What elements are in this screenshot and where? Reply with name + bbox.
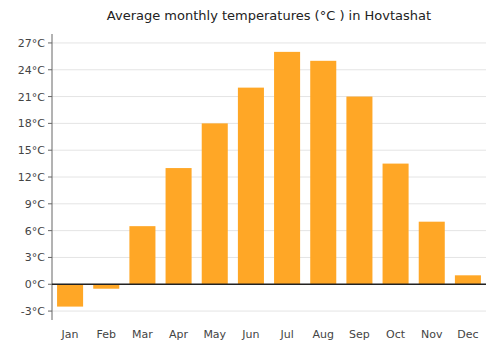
tick-mark (48, 284, 52, 285)
grid-line (52, 177, 486, 178)
tick-label: 24°C (18, 64, 45, 77)
bar (346, 97, 372, 285)
title: Average monthly temperatures (°C ) in Ho… (107, 8, 431, 23)
bar (57, 284, 83, 306)
bar (455, 275, 481, 284)
bar (166, 168, 192, 284)
y-axis: -3°C 0°C 3°C 6°C 9°C 12°C 15°C 18°C 21°C 24°C 27°C (18, 34, 486, 320)
tick-label: Nov (421, 328, 443, 341)
tick-label: -3°C (21, 305, 45, 318)
bar (238, 88, 264, 285)
grid-line (52, 123, 486, 124)
tick-mark (48, 203, 52, 204)
tick-mark (48, 123, 52, 124)
tick-label: 9°C (25, 198, 45, 211)
x-axis: Jan Feb Mar Apr May Jun Jul Aug Sep Oct Nov Dec (61, 328, 479, 341)
tick-label: Jan (61, 328, 79, 341)
grid-line (52, 69, 486, 70)
tick-label: 27°C (18, 37, 45, 50)
tick-label: Dec (457, 328, 478, 341)
bars (57, 52, 481, 307)
grid-line (52, 96, 486, 97)
tick-mark (48, 311, 52, 312)
tick-label: 6°C (25, 225, 45, 238)
bar (310, 61, 336, 284)
tick-label: Jul (279, 328, 293, 341)
grid-line (52, 311, 486, 312)
tick-label: 18°C (18, 117, 45, 130)
bar (383, 164, 409, 285)
tick-label: Mar (132, 328, 153, 341)
tick-label: Apr (169, 328, 189, 341)
tick-mark (48, 150, 52, 151)
chart: Average monthly temperatures (°C ) in Ho… (0, 0, 500, 350)
tick-label: 21°C (18, 91, 45, 104)
bar (419, 222, 445, 285)
tick-mark (48, 42, 52, 43)
tick-label: Jun (241, 328, 259, 341)
bar (202, 123, 228, 284)
bar (129, 226, 155, 284)
tick-label: 3°C (25, 251, 45, 264)
tick-mark (48, 257, 52, 258)
grid-line (52, 42, 486, 43)
tick-mark (48, 177, 52, 178)
bar (274, 52, 300, 284)
baseline (52, 284, 486, 286)
tick-mark (48, 230, 52, 231)
tick-label: Aug (313, 328, 334, 341)
tick-label: May (203, 328, 226, 341)
tick-label: 12°C (18, 171, 45, 184)
tick-label: 15°C (18, 144, 45, 157)
grid-line (52, 284, 486, 285)
tick-label: Oct (386, 328, 406, 341)
tick-label: 0°C (25, 278, 45, 291)
tick-mark (48, 96, 52, 97)
grid-line (52, 203, 486, 204)
tick-label: Feb (97, 328, 116, 341)
grid-line (52, 150, 486, 151)
axis-line (52, 34, 53, 320)
tick-mark (48, 69, 52, 70)
tick-label: Sep (349, 328, 370, 341)
